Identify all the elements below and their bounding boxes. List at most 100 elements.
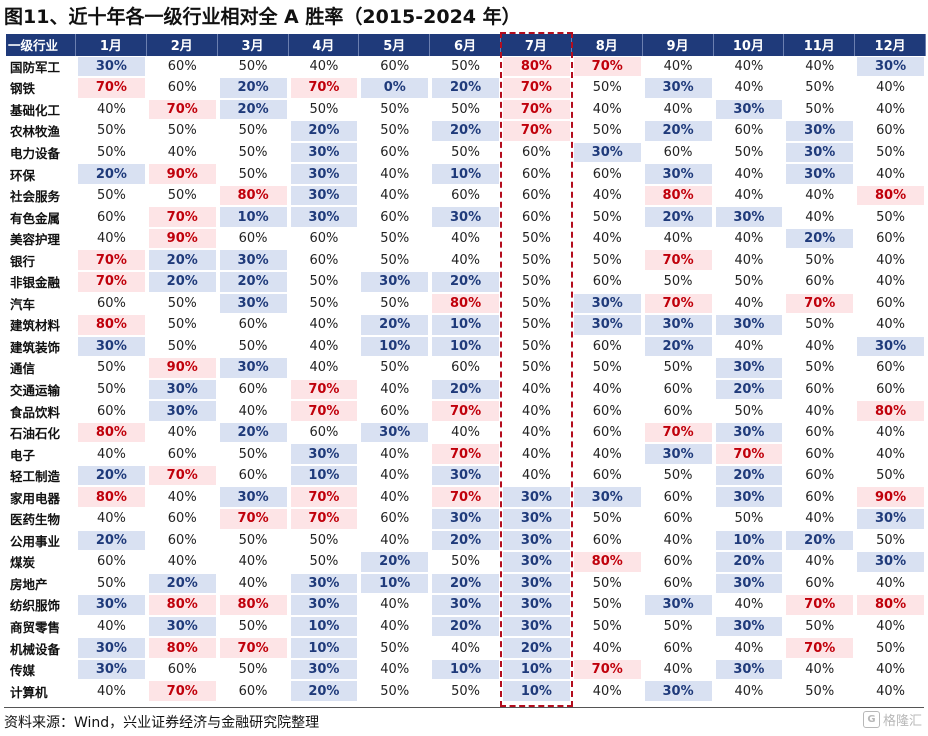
watermark: G 格隆汇	[862, 710, 922, 729]
table-cell: 90%	[148, 358, 216, 378]
table-cell: 40%	[380, 468, 410, 484]
table-cell: 30%	[290, 185, 358, 206]
table-cell: 50%	[167, 123, 197, 139]
table-cell: 30%	[290, 595, 358, 615]
row-label: 汽车	[10, 296, 36, 312]
table-cell: 80%	[78, 487, 145, 508]
table-cell: 30%	[715, 99, 783, 120]
table-cell: 30%	[573, 142, 641, 163]
table-cell: 40%	[96, 101, 126, 117]
table-cell: 40%	[309, 58, 339, 74]
table-cell: 30%	[715, 207, 783, 227]
table-cell: 30%	[503, 487, 570, 508]
column-header-7: 7月	[501, 34, 572, 56]
table-cell: 60%	[663, 382, 693, 398]
table-cell: 10%	[290, 638, 358, 658]
table-cell: 50%	[309, 554, 339, 570]
table-cell: 60%	[663, 489, 693, 505]
table-cell: 50%	[805, 252, 835, 268]
table-cell: 20%	[715, 379, 783, 400]
table-cell: 60%	[876, 382, 906, 398]
table-cell: 50%	[734, 145, 764, 160]
table-cell: 60%	[734, 123, 764, 139]
table-cell: 50%	[96, 123, 126, 139]
table-cell: 70%	[432, 444, 499, 464]
table-cell: 60%	[663, 554, 693, 570]
table-cell: 10%	[361, 336, 429, 357]
table-cell: 50%	[876, 468, 906, 484]
table-cell: 60%	[238, 231, 268, 247]
table-cell: 40%	[805, 554, 835, 570]
table-cell: 80%	[503, 56, 570, 77]
table-cell: 40%	[663, 231, 693, 247]
table-cell: 30%	[573, 293, 641, 314]
watermark-text: 格隆汇	[882, 714, 922, 729]
table-cell: 70%	[644, 250, 712, 271]
table-cell: 20%	[644, 207, 712, 227]
table-cell: 60%	[592, 338, 622, 354]
table-cell: 30%	[786, 142, 854, 163]
table-cell: 50%	[96, 145, 126, 160]
table-cell: 30%	[857, 56, 924, 77]
table-cell: 40%	[876, 662, 906, 678]
table-cell: 40%	[592, 188, 622, 204]
table-cell: 30%	[290, 573, 358, 594]
table-cell: 40%	[380, 662, 410, 678]
table-cell: 50%	[309, 295, 339, 311]
table-cell: 40%	[876, 80, 906, 96]
table-cell: 20%	[644, 336, 712, 357]
table-cell: 20%	[290, 681, 358, 701]
table-cell: 60%	[805, 425, 835, 441]
table-cell: 70%	[786, 293, 854, 314]
table-cell: 40%	[380, 489, 410, 505]
table-cell: 60%	[309, 231, 339, 247]
table-cell: 50%	[238, 338, 268, 354]
table-cell: 20%	[219, 78, 287, 98]
table-cell: 90%	[857, 487, 924, 508]
table-cell: 10%	[432, 315, 499, 335]
table-cell: 70%	[644, 422, 712, 443]
table-cell: 30%	[78, 659, 145, 680]
table-cell: 30%	[148, 401, 216, 421]
table-cell: 30%	[573, 315, 641, 335]
table-cell: 30%	[361, 272, 429, 292]
row-label: 食品饮料	[10, 404, 61, 420]
table-cell: 40%	[238, 554, 268, 570]
table-cell: 30%	[78, 336, 145, 357]
table-cell: 60%	[238, 382, 268, 398]
table-cell: 70%	[715, 444, 783, 464]
table-cell: 40%	[734, 231, 764, 247]
table-cell: 30%	[503, 530, 570, 551]
table-cell: 40%	[876, 101, 906, 117]
table-cell: 50%	[876, 145, 906, 160]
table-cell: 50%	[380, 683, 410, 699]
table-cell: 60%	[521, 145, 551, 160]
table-cell: 50%	[167, 338, 197, 354]
table-cell: 50%	[167, 188, 197, 204]
table-cell: 20%	[219, 99, 287, 120]
table-cell: 40%	[876, 252, 906, 268]
table-cell: 40%	[167, 145, 197, 160]
table-cell: 50%	[592, 575, 622, 591]
table-cell: 40%	[380, 446, 410, 462]
table-cell: 50%	[663, 468, 693, 484]
table-cell: 20%	[219, 272, 287, 292]
row-label: 电子	[10, 447, 36, 463]
table-cell: 60%	[309, 252, 339, 268]
row-label: 农林牧渔	[10, 124, 61, 140]
table-cell: 60%	[96, 295, 126, 311]
table-cell: 30%	[219, 487, 287, 508]
table-cell: 40%	[734, 640, 764, 656]
table-cell: 50%	[380, 295, 410, 311]
table-cell: 30%	[290, 659, 358, 680]
table-cell: 50%	[238, 166, 268, 182]
row-label: 纺织服饰	[10, 598, 61, 614]
table-cell: 60%	[521, 209, 551, 225]
table-cell: 50%	[521, 360, 551, 376]
table-cell: 80%	[573, 552, 641, 572]
table-cell: 20%	[786, 530, 854, 551]
table-cell: 60%	[876, 123, 906, 139]
table-cell: 30%	[148, 616, 216, 637]
table-cell: 50%	[96, 360, 126, 376]
table-cell: 30%	[715, 422, 783, 443]
